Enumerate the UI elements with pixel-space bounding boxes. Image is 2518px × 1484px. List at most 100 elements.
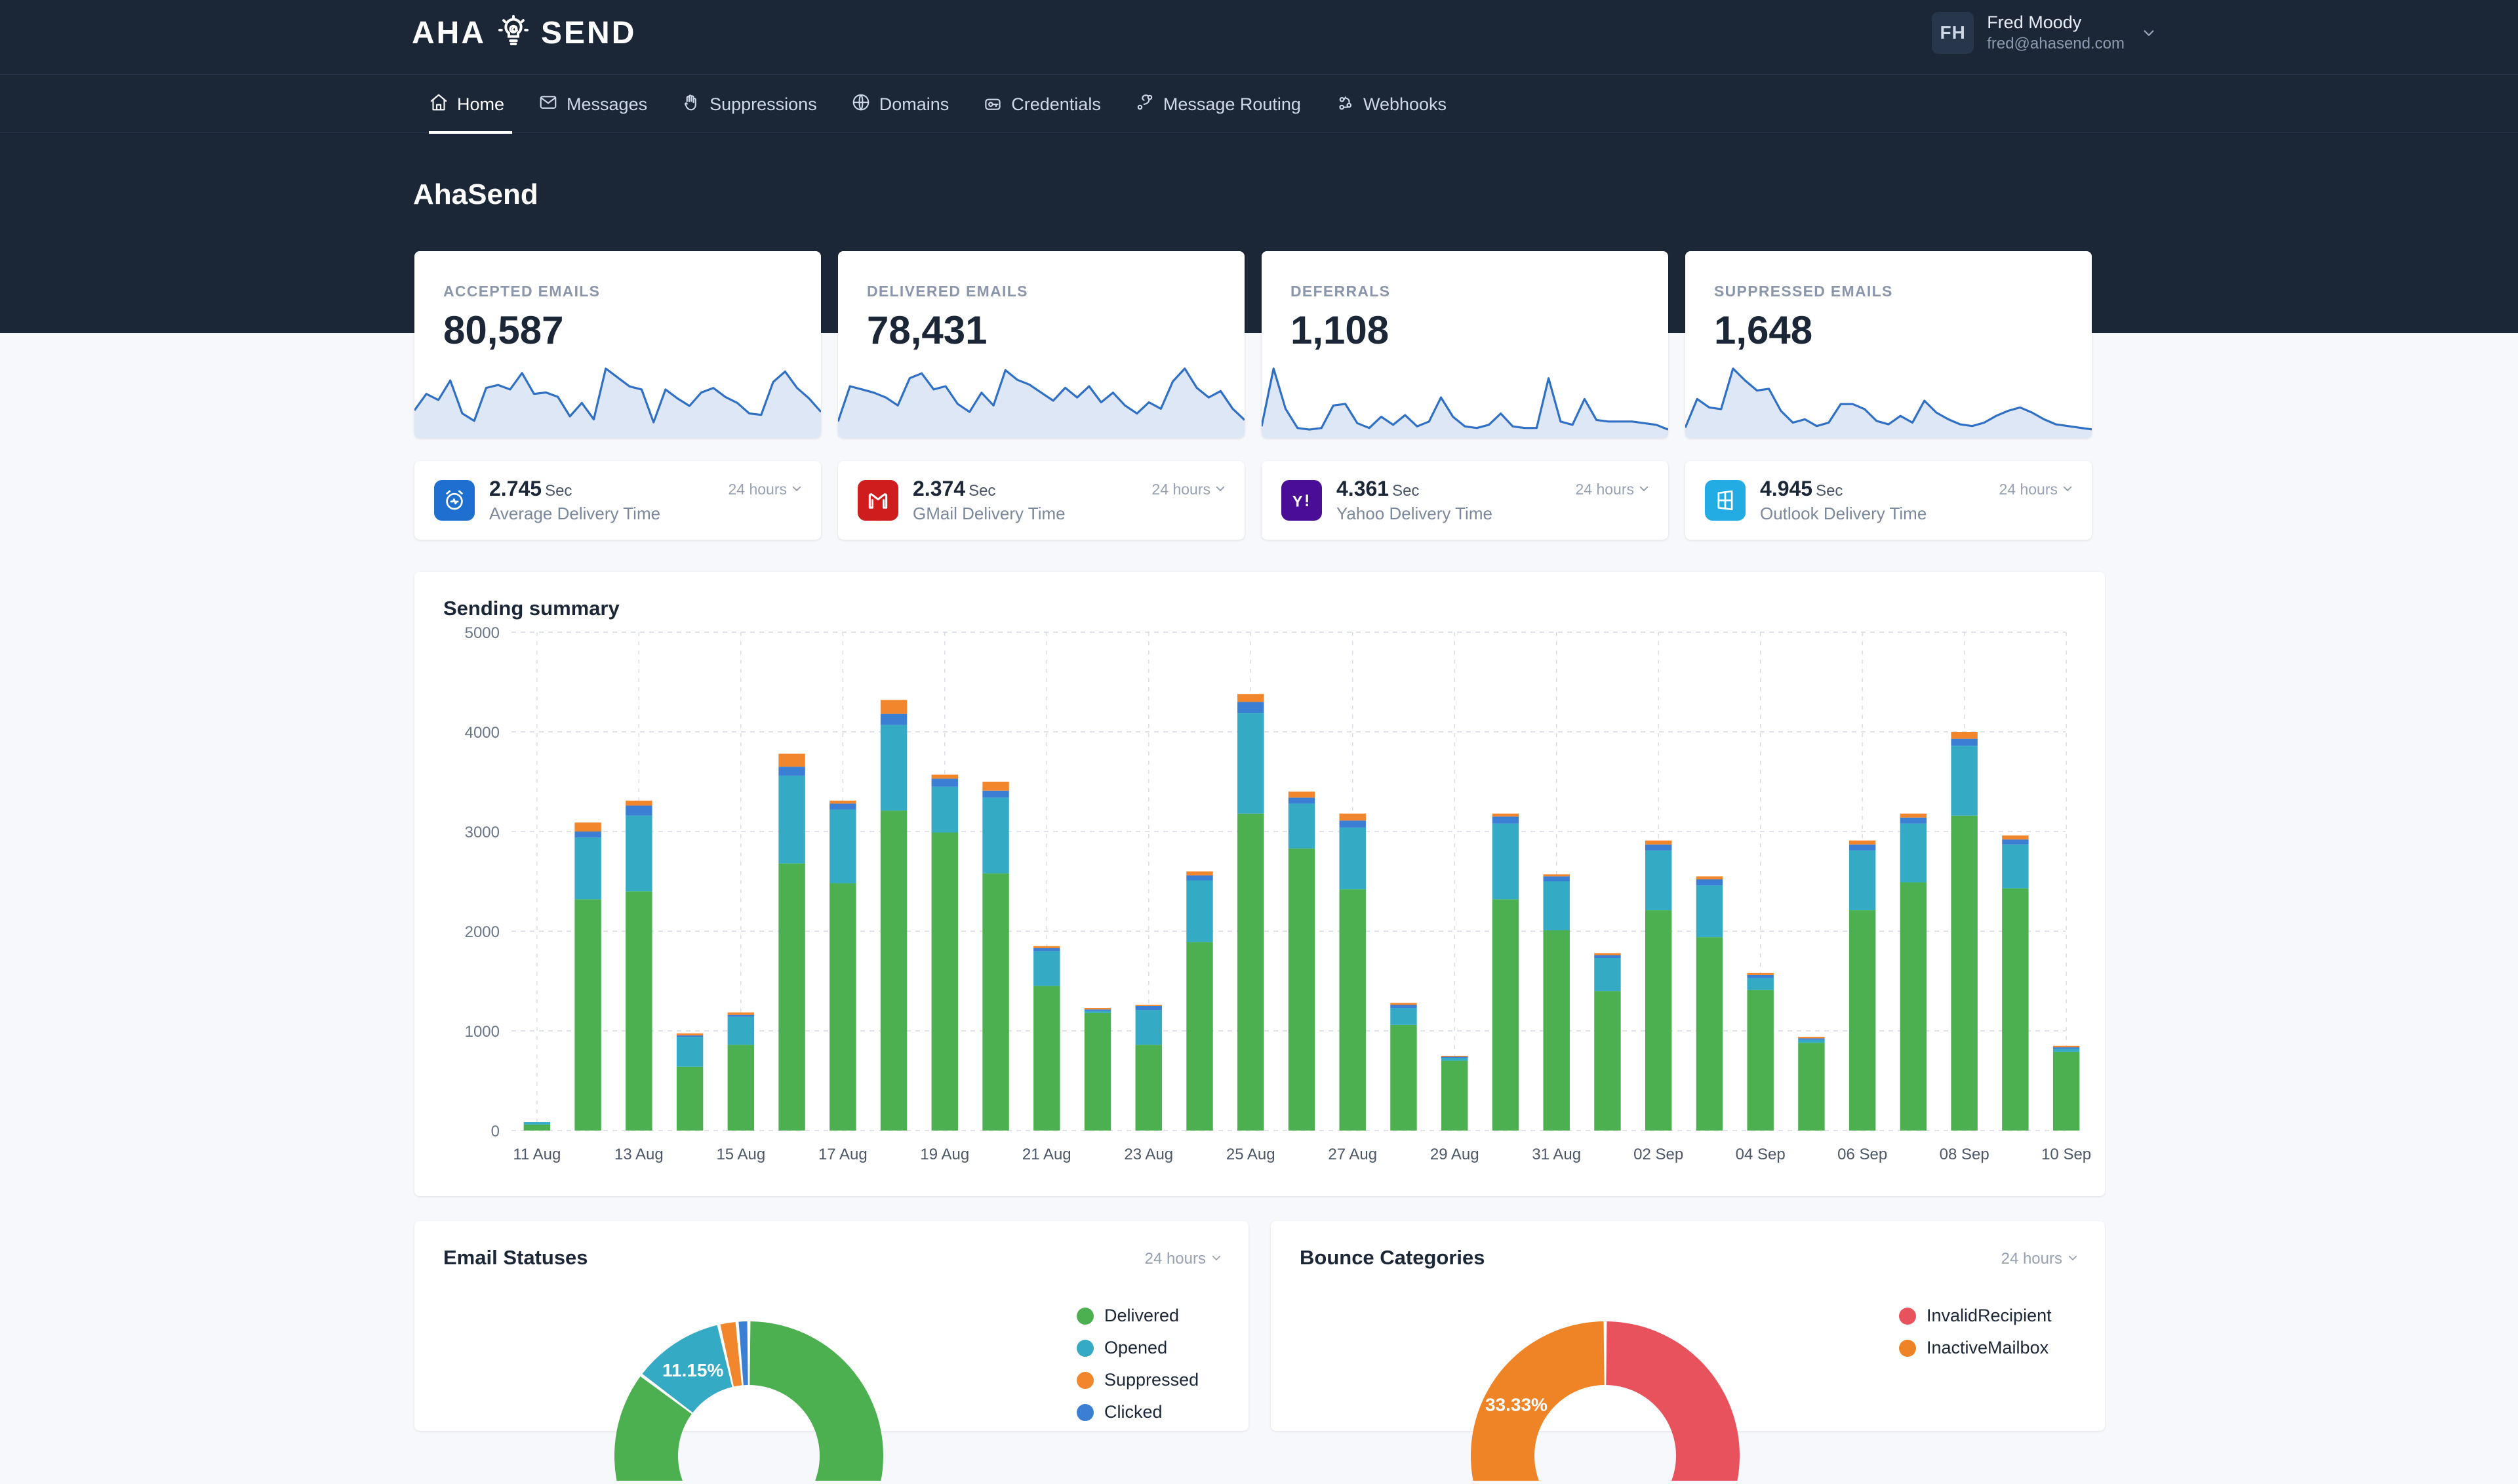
yahoo-icon: Y — [1281, 480, 1322, 521]
envelope-icon — [538, 92, 558, 117]
delivery-range-label: 24 hours — [1575, 481, 1634, 498]
svg-text:3000: 3000 — [465, 824, 500, 841]
delivery-time-title: Outlook Delivery Time — [1760, 504, 1927, 523]
delivery-time-unit: Sec — [969, 482, 996, 500]
delivery-time-card-row: 2.745 Sec Average Delivery Time 24 hours 2.3… — [414, 461, 2105, 540]
delivery-time-card: 2.745 Sec Average Delivery Time 24 hours — [414, 461, 821, 540]
outlook-icon — [1705, 480, 1746, 521]
svg-text:Y: Y — [1292, 493, 1303, 511]
svg-text:21 Aug: 21 Aug — [1022, 1146, 1071, 1163]
email-statuses-donut: 11.15% — [414, 1284, 1090, 1484]
stat-card-label: ACCEPTED EMAILS — [443, 283, 601, 300]
logo-text-right: SEND — [541, 15, 637, 50]
stat-card-value: 1,648 — [1714, 308, 1813, 352]
routing-icon — [1135, 92, 1155, 117]
delivery-time-card: 2.374 Sec GMail Delivery Time 24 hours — [838, 461, 1245, 540]
legend-label: Suppressed — [1104, 1370, 1199, 1390]
app-logo[interactable]: AHA SEND — [412, 14, 636, 51]
svg-text:2000: 2000 — [465, 923, 500, 941]
stat-card: ACCEPTED EMAILS 80,587 — [414, 251, 821, 438]
delivery-range-selector[interactable]: 24 hours — [728, 481, 803, 498]
hand-raised-icon — [681, 92, 701, 117]
nav-item-home[interactable]: Home — [420, 75, 521, 134]
svg-text:19 Aug: 19 Aug — [920, 1146, 969, 1163]
legend-label: InactiveMailbox — [1927, 1338, 2049, 1357]
main-navigation: Home Messages Suppressions Domains Credentia… — [0, 74, 2518, 134]
svg-text:31 Aug: 31 Aug — [1532, 1146, 1581, 1163]
delivery-range-label: 24 hours — [1999, 481, 2058, 498]
svg-text:25 Aug: 25 Aug — [1226, 1146, 1275, 1163]
alarm-clock-icon — [434, 480, 475, 521]
delivery-range-selector[interactable]: 24 hours — [1575, 481, 1650, 498]
delivery-time-number: 4.361 — [1336, 477, 1389, 500]
email-statuses-legend: Delivered Opened Suppressed Clicked — [1077, 1300, 1199, 1428]
delivery-range-selector[interactable]: 24 hours — [1151, 481, 1226, 498]
legend-color-dot — [1899, 1307, 1916, 1325]
delivery-time-unit: Sec — [1816, 482, 1843, 500]
stat-card-sparkline — [1262, 367, 1668, 438]
delivery-time-number: 2.745 — [489, 477, 542, 500]
delivery-time-card: 4.945 Sec Outlook Delivery Time 24 hours — [1685, 461, 2092, 540]
chevron-down-icon — [2067, 1250, 2079, 1268]
delivery-time-value: 2.374 Sec — [913, 477, 1066, 501]
stat-card-label: DELIVERED EMAILS — [867, 283, 1028, 300]
nav-item-suppressions[interactable]: Suppressions — [664, 75, 834, 134]
delivery-range-selector[interactable]: 24 hours — [1999, 481, 2073, 498]
nav-item-messages[interactable]: Messages — [521, 75, 664, 134]
legend-item[interactable]: Suppressed — [1077, 1364, 1199, 1396]
avatar: FH — [1932, 12, 1974, 54]
donut-slice-label: 11.15% — [662, 1360, 724, 1380]
profile-menu[interactable]: FH Fred Moody fred@ahasend.com — [1932, 12, 2156, 54]
svg-text:5000: 5000 — [465, 624, 500, 642]
nav-item-label: Suppressions — [709, 94, 817, 114]
nav-item-credentials[interactable]: Credentials — [966, 75, 1118, 134]
nav-item-domains[interactable]: Domains — [834, 75, 967, 134]
email-statuses-range-label: 24 hours — [1144, 1250, 1206, 1268]
delivery-range-label: 24 hours — [1151, 481, 1210, 498]
nav-item-webhooks[interactable]: Webhooks — [1318, 75, 1464, 134]
chevron-down-icon[interactable] — [2142, 26, 2156, 40]
legend-item[interactable]: InvalidRecipient — [1899, 1300, 2052, 1332]
legend-color-dot — [1077, 1339, 1094, 1357]
webhook-icon — [1335, 92, 1355, 117]
delivery-time-title: Yahoo Delivery Time — [1336, 504, 1492, 523]
legend-color-dot — [1077, 1403, 1094, 1421]
legend-item[interactable]: InactiveMailbox — [1899, 1332, 2052, 1364]
stat-card-label: DEFERRALS — [1290, 283, 1391, 300]
nav-item-label: Messages — [567, 94, 648, 114]
stat-card-sparkline — [1685, 367, 2092, 438]
delivery-time-number: 4.945 — [1760, 477, 1813, 500]
email-statuses-svg: 11.15% — [614, 1321, 883, 1484]
stat-card-value: 1,108 — [1290, 308, 1389, 352]
svg-text:4000: 4000 — [465, 724, 500, 742]
legend-item[interactable]: Clicked — [1077, 1396, 1199, 1428]
gmail-icon — [858, 480, 898, 521]
email-statuses-range-selector[interactable]: 24 hours — [1145, 1250, 1222, 1268]
page-title: AhaSend — [413, 178, 538, 211]
nav-item-label: Home — [457, 94, 505, 114]
email-statuses-title: Email Statuses — [443, 1246, 588, 1269]
legend-label: Clicked — [1104, 1402, 1163, 1422]
bounce-categories-legend: InvalidRecipient InactiveMailbox — [1899, 1300, 2052, 1364]
legend-item[interactable]: Opened — [1077, 1332, 1199, 1364]
stat-card-sparkline — [838, 367, 1245, 438]
delivery-time-unit: Sec — [1392, 482, 1420, 500]
svg-text:04 Sep: 04 Sep — [1736, 1146, 1786, 1163]
bounce-categories-panel: Bounce Categories 24 hours 33.33% Invali… — [1271, 1221, 2105, 1484]
bounce-categories-range-selector[interactable]: 24 hours — [2001, 1250, 2079, 1268]
svg-text:06 Sep: 06 Sep — [1837, 1146, 1887, 1163]
donut-slice-label: 33.33% — [1485, 1395, 1548, 1415]
legend-item[interactable]: Delivered — [1077, 1300, 1199, 1332]
email-statuses-panel: Email Statuses 24 hours 11.15% Delivered… — [414, 1221, 1249, 1484]
bounce-categories-title: Bounce Categories — [1300, 1246, 1485, 1269]
svg-text:02 Sep: 02 Sep — [1633, 1146, 1683, 1163]
sending-summary-chart: 0 1000 2000 3000 4000 5000 11 Aug 13 Aug 15 Aug 1… — [414, 572, 2105, 1196]
stat-card: SUPPRESSED EMAILS 1,648 — [1685, 251, 2092, 438]
delivery-time-title: GMail Delivery Time — [913, 504, 1066, 523]
delivery-time-card: Y 4.361 Sec Yahoo Delivery Time 24 hours — [1262, 461, 1668, 540]
delivery-time-value: 4.945 Sec — [1760, 477, 1927, 501]
svg-text:17 Aug: 17 Aug — [818, 1146, 868, 1163]
nav-item-message-routing[interactable]: Message Routing — [1118, 75, 1318, 134]
chevron-down-icon — [1210, 1250, 1222, 1268]
sending-summary-title: Sending summary — [443, 597, 620, 620]
